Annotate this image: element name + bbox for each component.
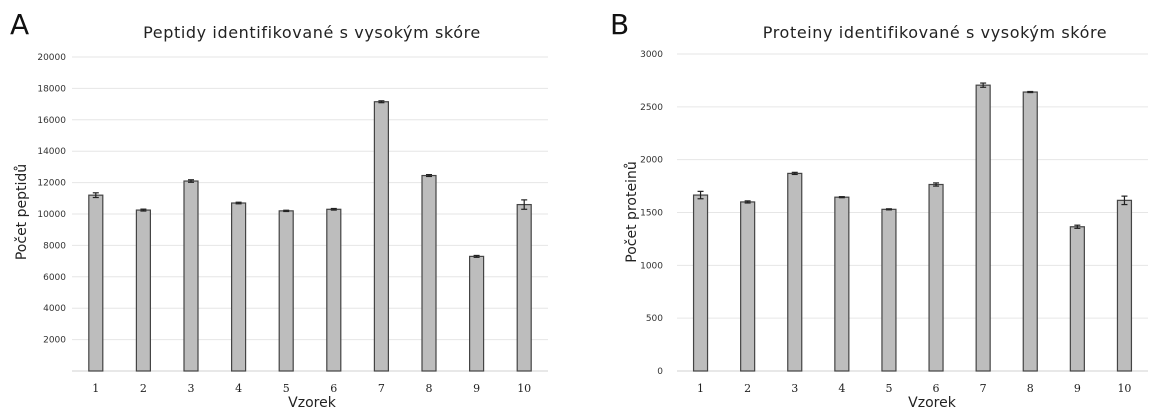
chart-b-xtick-label: 7 (980, 382, 987, 395)
chart-b-ytick-label: 1500 (640, 209, 663, 219)
chart-b-xlabel: Vzorek (908, 395, 957, 411)
chart-b-xtick-label: 5 (885, 382, 892, 395)
chart-a-xtick-label: 4 (235, 382, 242, 395)
chart-b-ytick-label: 0 (657, 367, 663, 377)
chart-b-bar (881, 208, 897, 372)
panel-letter-a: A (10, 8, 29, 41)
chart-b-ylabel: Počet proteinů (624, 161, 640, 262)
chart-b-xtick-label: 4 (838, 382, 845, 395)
chart-a-ytick-label: 18000 (37, 84, 66, 94)
chart-a-ylabel: Počet peptidů (14, 164, 30, 260)
chart-a-ytick-label: 14000 (37, 147, 66, 157)
chart-a-ytick-label: 16000 (37, 116, 66, 126)
chart-a-bar (231, 202, 247, 372)
chart-b-ytick-label: 500 (646, 314, 663, 324)
chart-b-bar (787, 172, 803, 372)
chart-a-bar (88, 194, 104, 372)
chart-a-xtick-label: 3 (188, 382, 195, 395)
chart-b-xtick-label: 3 (791, 382, 798, 395)
chart-b-plot: 0 500 1000 1500 2000 2500 3000 1 2 3 4 5 6 7 8 9 10 (640, 50, 1148, 395)
chart-a-svg: A Peptidy identifikované s vysokým skóre… (10, 8, 548, 411)
chart-b-xtick-label: 10 (1117, 382, 1131, 395)
chart-a-ytick-label: 8000 (43, 241, 66, 251)
chart-b-ytick-label: 2000 (640, 156, 663, 166)
chart-b-ytick-label: 3000 (640, 50, 663, 60)
chart-a-xlabel: Vzorek (288, 395, 337, 411)
chart-a-bar (183, 180, 199, 372)
chart-a-bar (373, 101, 389, 372)
chart-b-xtick-label: 8 (1027, 382, 1034, 395)
chart-b-xtick-label: 2 (744, 382, 751, 395)
chart-a-xtick-label: 8 (426, 382, 433, 395)
chart-a-xtick-label: 5 (283, 382, 290, 395)
chart-a-xtick-label: 9 (473, 382, 480, 395)
chart-b-bar (1022, 91, 1038, 372)
chart-b-xtick-label: 6 (933, 382, 940, 395)
chart-a-ytick-label: 20000 (37, 53, 66, 63)
chart-a-xtick-label: 1 (92, 382, 99, 395)
chart-a-bar (135, 209, 151, 372)
chart-a-plot: 2000 4000 6000 8000 10000 12000 14000 16000 1800… (37, 53, 548, 395)
chart-a-xtick-label: 7 (378, 382, 385, 395)
chart-b-xtick-label: 9 (1074, 382, 1081, 395)
chart-b-bar (928, 183, 944, 372)
chart-b-bar (834, 196, 850, 372)
chart-b-bar (692, 194, 709, 372)
chart-a-ytick-label: 4000 (43, 304, 66, 314)
chart-a-bar (421, 174, 437, 372)
panel-letter-b: B (610, 8, 629, 41)
chart-a-ytick-label: 2000 (43, 336, 66, 346)
chart-b-ytick-label: 2500 (640, 103, 663, 113)
chart-b-bar (740, 201, 756, 372)
chart-b-bar (1116, 199, 1133, 372)
chart-a-xtick-label: 6 (330, 382, 337, 395)
chart-b-xtick-label: 1 (697, 382, 704, 395)
chart-a-title: Peptidy identifikované s vysokým skóre (143, 23, 481, 42)
chart-a-ytick-label: 10000 (37, 210, 66, 220)
chart-a-bar (469, 255, 485, 372)
chart-panel-b: B Proteiny identifikované s vysokým skór… (590, 0, 1155, 412)
chart-panel-a: A Peptidy identifikované s vysokým skóre… (0, 0, 575, 412)
chart-a-bar (278, 210, 294, 372)
chart-b-ytick-label: 1000 (640, 261, 663, 271)
chart-b-bar (1069, 226, 1085, 372)
chart-b-bar (975, 84, 991, 372)
chart-a-xtick-label: 2 (140, 382, 147, 395)
chart-a-ytick-label: 12000 (37, 179, 66, 189)
chart-a-ytick-label: 6000 (43, 273, 66, 283)
chart-b-title: Proteiny identifikované s vysokým skóre (763, 23, 1107, 42)
chart-a-bar (516, 203, 532, 372)
chart-a-xtick-label: 10 (517, 382, 531, 395)
chart-a-bar (326, 208, 342, 372)
chart-b-svg: B Proteiny identifikované s vysokým skór… (610, 8, 1148, 411)
